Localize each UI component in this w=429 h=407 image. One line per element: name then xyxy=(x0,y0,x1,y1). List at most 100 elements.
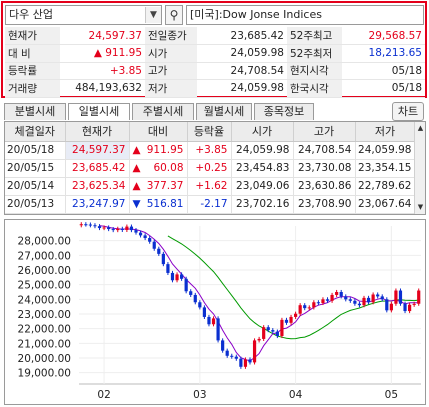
quote-value: 29,568.57 xyxy=(342,27,425,45)
column-header[interactable]: 체결일자 xyxy=(5,122,66,142)
cell-high: 23,630.86 xyxy=(293,177,356,196)
candle-body xyxy=(148,238,152,242)
candle-body xyxy=(389,303,393,311)
quote-label: 등락률 xyxy=(5,62,60,80)
x-tick-label: 02 xyxy=(97,389,110,401)
cell-change: ▲ 60.08 xyxy=(129,159,188,178)
scroll-down-icon[interactable]: ▼ xyxy=(417,203,424,211)
tab-1[interactable]: 일별시세 xyxy=(68,103,130,120)
candle-body xyxy=(262,327,266,339)
candle-body xyxy=(102,227,106,229)
quote-value: 24,708.54 xyxy=(197,62,287,80)
candle-body xyxy=(357,303,362,306)
table-row[interactable]: 20/05/15 23,685.42 ▲ 60.08 +0.25 23,454.83 23,… xyxy=(5,159,416,178)
candle-body xyxy=(184,278,188,292)
chart-button[interactable]: 차트 xyxy=(392,102,424,121)
search-icon[interactable]: ⚲ xyxy=(165,5,183,25)
cell-close: 23,247.97 xyxy=(65,195,130,214)
candle-body xyxy=(243,359,248,367)
tab-0[interactable]: 분별시세 xyxy=(4,103,66,120)
tab-3[interactable]: 월별시세 xyxy=(196,103,252,120)
column-header[interactable]: 고가 xyxy=(293,122,356,142)
column-header[interactable]: 현재가 xyxy=(65,122,130,142)
candle-body xyxy=(225,350,229,356)
candle-body xyxy=(116,228,120,231)
y-tick-label: 25,000.00 xyxy=(18,280,71,292)
candle-body xyxy=(344,296,348,300)
column-header[interactable]: 등락율 xyxy=(187,122,232,142)
search-bar: 다우 산업 ▼ ⚲ [미국]:Dow Jonse Indices xyxy=(5,5,425,25)
candle-body xyxy=(385,299,389,311)
tab-2[interactable]: 주별시세 xyxy=(132,103,194,120)
candle-body xyxy=(157,248,161,254)
x-tick-label: 05 xyxy=(385,389,398,401)
table-scrollbar[interactable]: ▲ ▼ xyxy=(414,122,425,214)
candle-body xyxy=(107,227,111,230)
candle-body xyxy=(275,331,279,336)
y-tick-label: 24,000.00 xyxy=(18,294,71,306)
candle-body xyxy=(321,299,325,303)
candle-body xyxy=(316,302,320,304)
symbol-input-value: 다우 산업 xyxy=(9,8,53,21)
quote-label: 대 비 xyxy=(5,44,60,63)
candle-body xyxy=(239,358,243,367)
candle-body xyxy=(202,307,206,317)
down-arrow-icon: ▼ xyxy=(132,198,141,210)
candle-body xyxy=(216,318,220,341)
cell-percent: +1.62 xyxy=(187,177,232,196)
candle-body xyxy=(307,307,311,309)
candle-body xyxy=(294,313,298,317)
index-name-display: [미국]:Dow Jonse Indices xyxy=(186,5,424,25)
candle-body xyxy=(394,290,398,304)
quote-summary-panel: 다우 산업 ▼ ⚲ [미국]:Dow Jonse Indices 현재가 24,5… xyxy=(1,1,427,98)
tab-4[interactable]: 종목정보 xyxy=(254,103,314,120)
quote-value: 24,059.98 xyxy=(197,44,287,63)
table-row[interactable]: 20/05/14 23,625.34 ▲ 377.37 +1.62 23,049.06 23… xyxy=(5,177,416,196)
candle-body xyxy=(166,264,170,273)
candle-body xyxy=(111,229,115,231)
price-chart[interactable]: 28,000.00 27,000.00 26,000.00 25,000.00 24,0… xyxy=(4,219,426,405)
symbol-input[interactable]: 다우 산업 ▼ xyxy=(5,5,162,25)
y-tick-label: 28,000.00 xyxy=(18,236,71,248)
y-tick-label: 27,000.00 xyxy=(18,250,71,262)
column-header[interactable]: 저가 xyxy=(355,122,416,142)
table-row[interactable]: 20/05/13 23,247.97 ▼ 516.81 -2.17 23,702.16 23… xyxy=(5,195,416,214)
cell-open: 23,454.83 xyxy=(231,159,294,178)
column-header[interactable]: 대비 xyxy=(129,122,188,142)
quote-label: 52주최고 xyxy=(287,27,342,45)
cell-date: 20/05/18 xyxy=(5,141,66,160)
candle-body xyxy=(193,294,197,303)
quote-value: 24,597.37 xyxy=(60,27,145,45)
cell-percent: -2.17 xyxy=(187,195,232,214)
cell-change: ▼ 516.81 xyxy=(129,195,188,214)
quote-value: 484,193,632 xyxy=(60,79,145,98)
symbol-dropdown-icon[interactable]: ▼ xyxy=(145,7,161,23)
quote-label: 거래량 xyxy=(5,79,60,98)
scroll-up-icon[interactable]: ▲ xyxy=(417,124,424,132)
cell-open: 23,049.06 xyxy=(231,177,294,196)
table-row[interactable]: 20/05/18 24,597.37 ▲ 911.95 +3.85 24,059.98 24… xyxy=(5,141,416,160)
candle-body xyxy=(93,225,97,227)
candle-body xyxy=(417,290,421,304)
candle-body xyxy=(79,224,83,226)
candle-body xyxy=(266,327,270,331)
change-value: 60.08 xyxy=(153,162,184,174)
x-tick-label: 03 xyxy=(193,389,206,401)
quote-label: 고가 xyxy=(145,62,197,80)
y-tick-label: 21,000.00 xyxy=(18,338,71,350)
up-arrow-icon: ▲ xyxy=(132,180,141,192)
cell-close: 24,597.37 xyxy=(65,141,130,160)
candle-body xyxy=(125,226,129,230)
cell-close: 23,625.34 xyxy=(65,177,130,196)
cell-open: 24,059.98 xyxy=(231,141,294,160)
column-header[interactable]: 시가 xyxy=(231,122,294,142)
cell-change: ▲ 911.95 xyxy=(129,141,188,160)
up-arrow-icon: ▲ xyxy=(132,162,141,174)
candle-body xyxy=(348,299,352,301)
candle-body xyxy=(248,359,252,363)
change-value: 377.37 xyxy=(146,180,184,192)
quote-value: 18,213.65 xyxy=(342,44,425,63)
quote-label: 52주최저 xyxy=(287,44,342,63)
candle-body xyxy=(280,319,284,336)
cell-close: 23,685.42 xyxy=(65,159,130,178)
